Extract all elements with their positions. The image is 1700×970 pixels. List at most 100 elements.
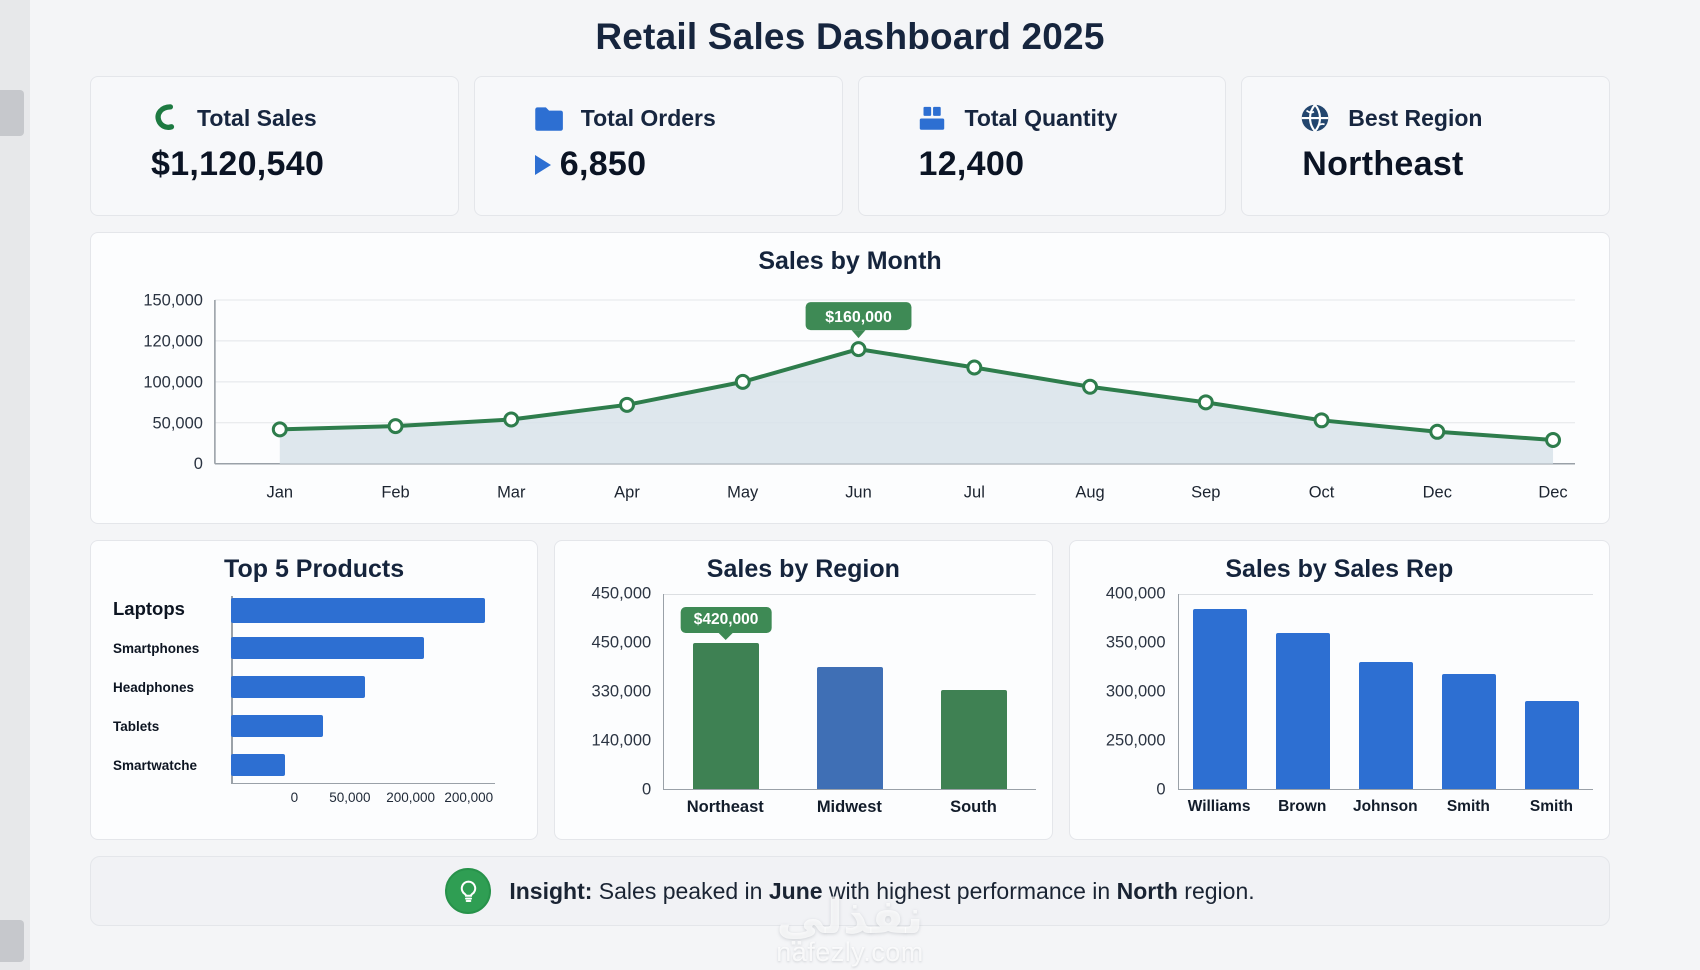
sales-by-region-title: Sales by Region <box>706 555 900 583</box>
x-axis-label: Williams <box>1187 798 1251 815</box>
orders-icon <box>531 101 565 135</box>
x-axis-tick: 200,000 <box>386 790 436 805</box>
data-point-marker <box>503 411 520 428</box>
kpi-value: 12,400 <box>915 145 1210 184</box>
x-axis-label: Midwest <box>816 798 882 816</box>
insight-text: Insight: Sales peaked in June with highe… <box>509 878 1254 905</box>
kpi-card-total-orders: Total Orders 6,850 <box>473 76 843 216</box>
sales-icon <box>147 101 181 135</box>
bar-smith-3 <box>1441 673 1496 789</box>
svg-text:$160,000: $160,000 <box>825 309 892 326</box>
sales-by-month-chart: 0 50,000 100,000 120,000 150,000 Jan Feb Mar Apr… <box>115 282 1585 520</box>
product-row: Tablets <box>113 715 495 737</box>
kpi-label: Total Orders <box>580 104 716 131</box>
bar-midwest-1 <box>816 667 883 789</box>
y-axis-label: 350,000 <box>1105 633 1166 652</box>
insight-bold-text: North <box>1116 877 1178 904</box>
kpi-label: Total Sales <box>197 104 317 131</box>
bar-south-2 <box>940 689 1007 789</box>
data-point-marker <box>1082 378 1099 395</box>
month-label: Oct <box>1309 484 1335 502</box>
product-row: Smartphones <box>113 637 495 659</box>
page-title: Retail Sales Dashboard 2025 <box>595 16 1105 57</box>
x-axis-tick: 50,000 <box>329 790 371 805</box>
data-point-marker <box>966 359 983 376</box>
insight-bold-text: June <box>768 877 823 904</box>
product-label: Smartwatche <box>113 757 198 773</box>
top-products-card: Top 5 Products Laptops Smartphones Headpho… <box>90 540 539 840</box>
plot-area: $420,000 <box>663 594 1036 790</box>
sales-by-rep-chart: 400,000 350,000 300,000 250,000 0 Williams Bro… <box>1086 585 1593 816</box>
insight-bar: Insight: Sales peaked in June with highe… <box>90 856 1610 926</box>
y-axis-label: 450,000 <box>591 584 652 603</box>
kpi-value: $1,120,540 <box>147 145 442 184</box>
screen-edge-notch <box>0 90 24 136</box>
sales-line <box>277 347 1556 442</box>
insight-bold-text: Insight: <box>509 877 599 904</box>
kpi-value-text: 12,400 <box>918 145 1025 183</box>
insight-text-part: region. <box>1177 877 1255 904</box>
kpi-value: 6,850 <box>531 145 826 184</box>
watermark-domain-text: nafezly.com <box>776 937 924 967</box>
bar-northeast-0 <box>693 642 760 789</box>
kpi-card-best-region: Best Region Northeast <box>1241 76 1610 216</box>
product-row: Laptops <box>113 598 495 623</box>
kpi-value-text: Northeast <box>1302 145 1464 183</box>
bar-smartwatche <box>231 754 285 776</box>
data-point-marker <box>850 341 867 358</box>
x-axis-label: Brown <box>1278 798 1327 815</box>
kpi-value-text: 6,850 <box>559 145 647 183</box>
month-label: Dec <box>1538 484 1567 502</box>
month-label: Jan <box>267 484 294 502</box>
x-axis-label: Northeast <box>686 798 764 816</box>
product-row: Headphones <box>113 676 495 698</box>
month-label: Sep <box>1191 484 1220 502</box>
sales-by-month-plot: 0 50,000 100,000 120,000 150,000 Jan Feb Mar Apr… <box>143 291 1575 502</box>
data-point-marker <box>271 421 288 438</box>
y-axis-label: 0 <box>194 455 203 473</box>
kpi-label: Total Quantity <box>964 104 1118 131</box>
y-axis-label: 300,000 <box>1105 682 1166 701</box>
bar-tablets <box>231 715 324 737</box>
y-axis-label: 50,000 <box>153 414 203 432</box>
peak-annotation: $160,000 <box>805 302 912 339</box>
area-fill <box>279 349 1554 464</box>
month-label: Mar <box>497 484 526 502</box>
bar-johnson-2 <box>1358 662 1413 789</box>
month-label: Feb <box>381 484 409 502</box>
kpi-value-text: $1,120,540 <box>151 145 325 183</box>
x-axis-label: South <box>950 798 997 816</box>
sales-by-rep-card: Sales by Sales Rep 400,000 350,000 300,000… <box>1068 540 1610 840</box>
y-axis-label: 0 <box>642 780 652 799</box>
product-label: Tablets <box>113 718 160 734</box>
data-point-marker <box>734 373 751 390</box>
kpi-card-total-sales: Total Sales $1,120,540 <box>90 76 459 216</box>
y-axis-label: 0 <box>1156 780 1166 799</box>
dashboard-page: Retail Sales Dashboard 2025 Total Sales $… <box>90 0 1610 926</box>
month-label: Apr <box>614 484 640 502</box>
y-axis-label: 450,000 <box>591 633 652 652</box>
sales-by-region-plot: 450,000 450,000 330,000 140,000 0 $420,000 Nor… <box>571 585 1036 817</box>
bar-smartphones <box>231 637 425 659</box>
plot-area <box>1177 594 1593 790</box>
bar-laptops <box>231 598 486 623</box>
y-axis-label: 150,000 <box>143 291 203 309</box>
quantity-icon <box>915 101 949 135</box>
sales-by-month-title: Sales by Month <box>758 247 942 275</box>
screen-left-edge <box>0 0 30 970</box>
product-row: Smartwatche <box>113 754 495 776</box>
data-point-marker <box>1197 394 1214 411</box>
bar-williams-0 <box>1192 608 1247 789</box>
y-axis-label: 140,000 <box>591 731 652 750</box>
month-label: May <box>727 484 759 502</box>
month-label: Aug <box>1075 484 1104 502</box>
product-label: Headphones <box>113 679 195 695</box>
x-axis-tick: 200,000 <box>444 790 494 805</box>
x-axis: Williams Brown Johnson Smith Smith <box>1178 798 1593 816</box>
kpi-card-total-quantity: Total Quantity 12,400 <box>857 76 1227 216</box>
kpi-row: Total Sales $1,120,540 Total Orders 6,850 To… <box>90 76 1610 216</box>
x-axis: 0 50,000 200,000 200,000 <box>231 790 495 810</box>
bar-smith-4 <box>1524 701 1579 789</box>
data-point-marker <box>387 418 404 435</box>
lightbulb-icon <box>445 868 492 914</box>
